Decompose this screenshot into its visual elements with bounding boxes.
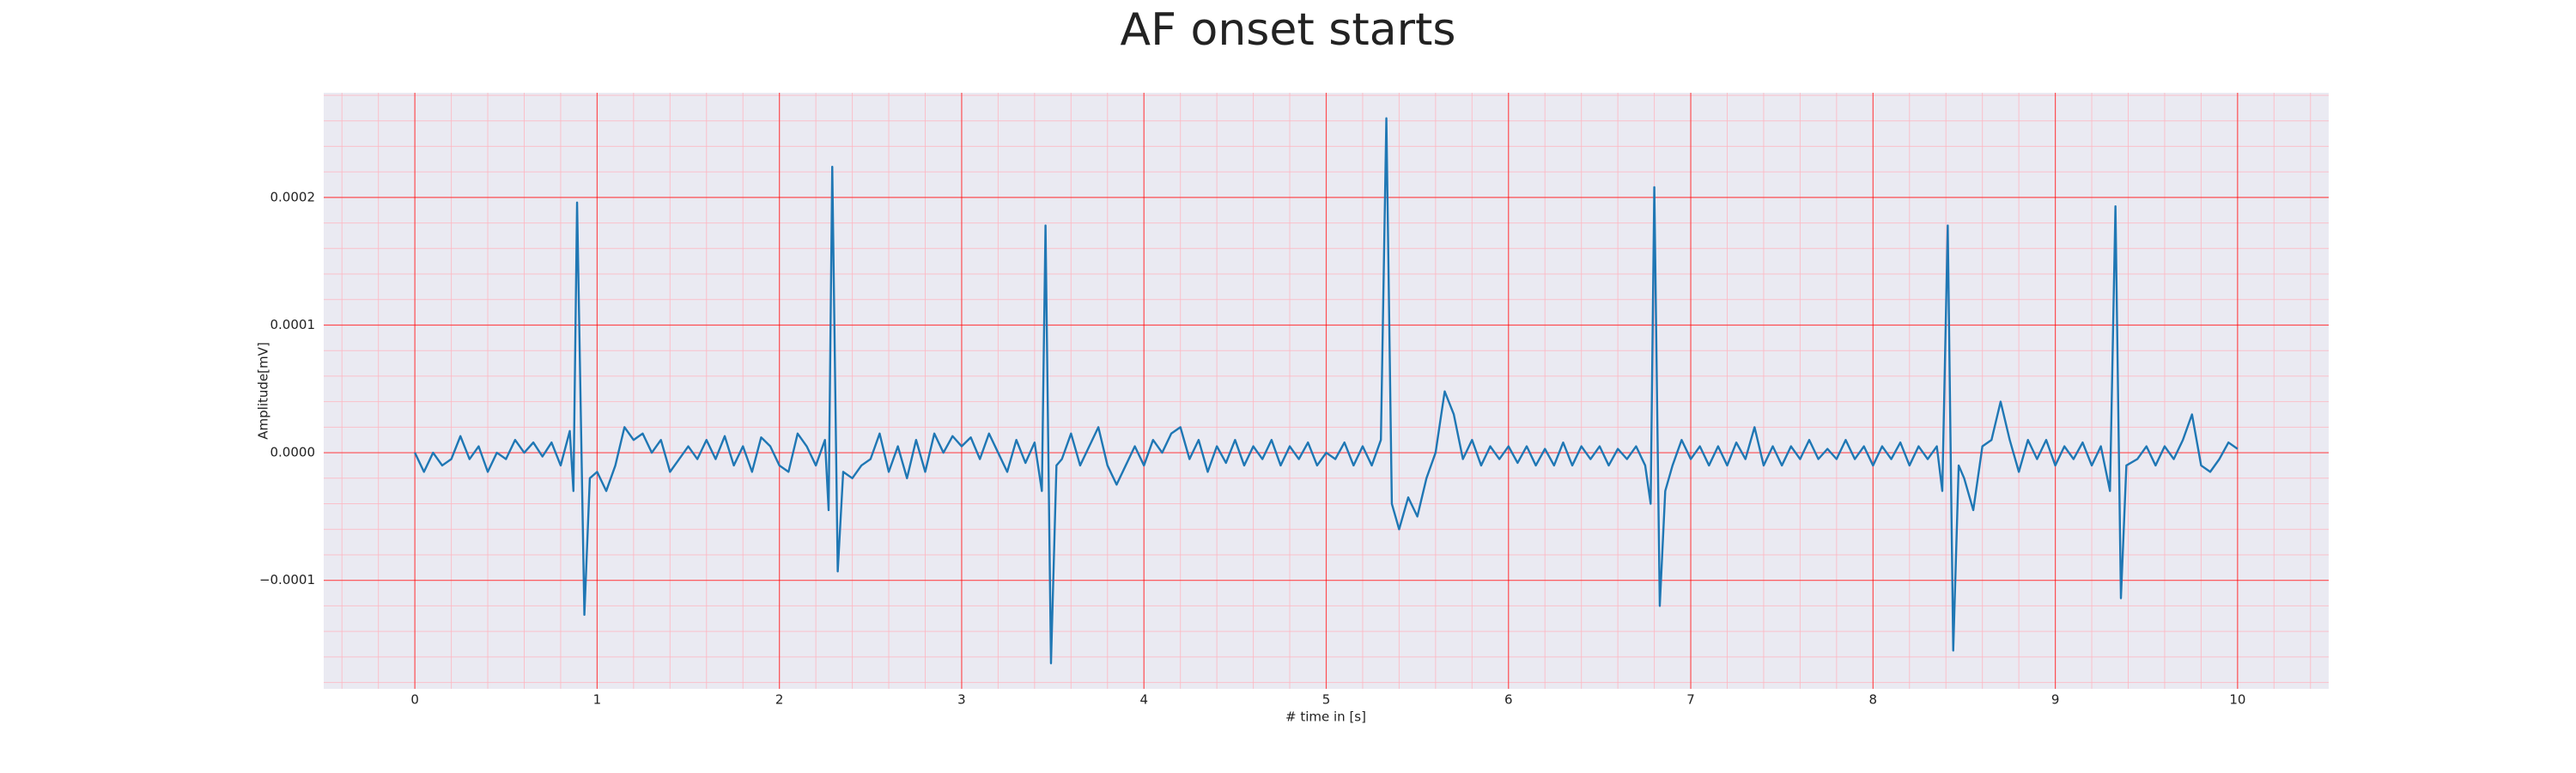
chart-title: AF onset starts [1121,4,1456,56]
x-tick-label: 6 [1504,692,1513,708]
x-tick-label: 8 [1869,692,1878,708]
y-tick-label: 0.0002 [270,189,316,204]
x-tick-label: 9 [2051,692,2060,708]
x-tick-label: 5 [1322,692,1331,708]
x-tick-label: 7 [1686,692,1695,708]
x-tick-label: 4 [1139,692,1148,708]
plot [414,117,2239,665]
ecg-line [414,117,2239,665]
y-tick-label: 0.0000 [270,445,316,460]
y-axis-label: Amplitude[mV] [256,342,271,439]
x-tick-label: 3 [957,692,966,708]
grid [324,93,2329,689]
x-axis-label: # time in [s] [1285,709,1366,725]
x-tick-label: 10 [2229,692,2245,708]
y-tick-label: −0.0001 [259,572,315,587]
x-tick-label: 0 [410,692,419,708]
x-tick-label: 1 [593,692,602,708]
y-tick-label: 0.0001 [270,317,316,332]
x-tick-label: 2 [775,692,784,708]
